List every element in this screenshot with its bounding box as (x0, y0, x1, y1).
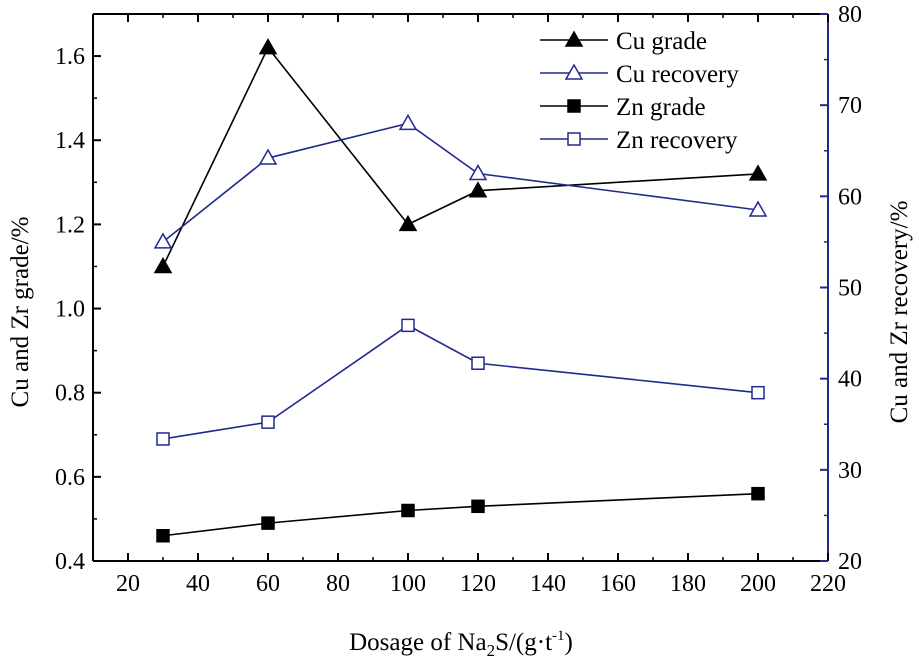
x-axis-label-superscript: -1 (552, 628, 565, 644)
y-left-tick-label: 0.8 (55, 381, 85, 407)
series-line (162, 324, 759, 440)
legend-label: Zn recovery (616, 127, 738, 154)
legend-marker (567, 99, 581, 113)
legend-label: Zn grade (616, 94, 706, 121)
legend-marker (567, 132, 581, 146)
y-right-tick-label: 70 (838, 93, 862, 119)
data-point (153, 232, 173, 249)
series-cu-recovery (153, 113, 768, 249)
data-point (398, 113, 418, 131)
legend-marker (564, 30, 584, 47)
data-point (398, 214, 418, 232)
y-right-tick-label: 30 (838, 458, 862, 484)
data-point (471, 499, 485, 514)
x-tick-label: 200 (740, 571, 776, 597)
data-point (471, 356, 485, 370)
legend-item: Cu recovery (540, 61, 739, 88)
y-right-tick-label: 20 (838, 549, 862, 575)
axis-ticks: 20 40 60 80 100 120 140 160 180 200 220 0.4 0.6 0.8 1.… (55, 2, 862, 597)
x-tick-label: 180 (670, 571, 706, 597)
y-left-tick-label: 1.2 (55, 212, 85, 238)
legend-label: Cu grade (616, 28, 707, 55)
x-axis-label: Dosage of Na2S/(g·t-1) (349, 628, 573, 660)
data-point (258, 148, 278, 165)
data-point (468, 164, 488, 181)
x-tick-label: 140 (530, 571, 566, 597)
x-tick-label: 100 (390, 571, 426, 597)
x-tick-label: 60 (256, 571, 280, 597)
data-point (748, 164, 768, 181)
y-right-tick-label: 50 (838, 276, 862, 302)
data-point (401, 318, 415, 333)
y-right-tick-label: 40 (838, 367, 862, 393)
data-series (153, 38, 768, 543)
data-point (751, 385, 765, 400)
data-point (401, 503, 415, 518)
data-point (751, 486, 765, 501)
plot-frame (92, 13, 829, 562)
data-point (153, 256, 173, 274)
x-axis-label-subscript: 2 (487, 641, 496, 660)
data-point (156, 529, 170, 543)
y-left-tick-label: 1.0 (55, 297, 85, 323)
series-line (162, 492, 759, 537)
data-point (748, 200, 768, 217)
x-tick-label: 40 (186, 571, 210, 597)
legend-marker (564, 63, 584, 80)
series-zn-grade (156, 486, 765, 543)
legend-item: Zn grade (540, 94, 706, 121)
x-axis-label-suffix: ) (565, 629, 573, 656)
legend: Cu grade Cu recovery Zn grade Zn recovery (540, 28, 739, 154)
y-axis-left-label: Cu and Zr grade/% (7, 217, 34, 408)
x-tick-label: 220 (810, 571, 846, 597)
legend-item: Cu grade (540, 28, 707, 55)
y-left-tick-label: 0.6 (55, 465, 85, 491)
y-left-tick-label: 0.4 (55, 549, 85, 575)
legend-label: Cu recovery (616, 61, 739, 88)
x-axis-label-middle: S/(g·t (495, 629, 552, 656)
y-axis-right-label: Cu and Zr recovery/% (886, 201, 913, 424)
y-left-tick-label: 1.6 (55, 44, 85, 70)
x-tick-label: 160 (600, 571, 636, 597)
data-point (156, 432, 170, 446)
series-zn-recovery (156, 318, 765, 446)
data-point (261, 415, 275, 429)
x-tick-label: 120 (460, 571, 496, 597)
data-point (258, 38, 278, 55)
x-tick-label: 20 (116, 571, 140, 597)
data-point (261, 516, 275, 530)
data-point (468, 181, 488, 198)
legend-item: Zn recovery (540, 127, 738, 154)
x-axis-label-prefix: Dosage of Na (349, 629, 486, 656)
y-right-tick-label: 80 (838, 2, 862, 28)
x-tick-label: 80 (326, 571, 350, 597)
y-right-tick-label: 60 (838, 184, 862, 210)
y-left-tick-label: 1.4 (55, 128, 85, 154)
